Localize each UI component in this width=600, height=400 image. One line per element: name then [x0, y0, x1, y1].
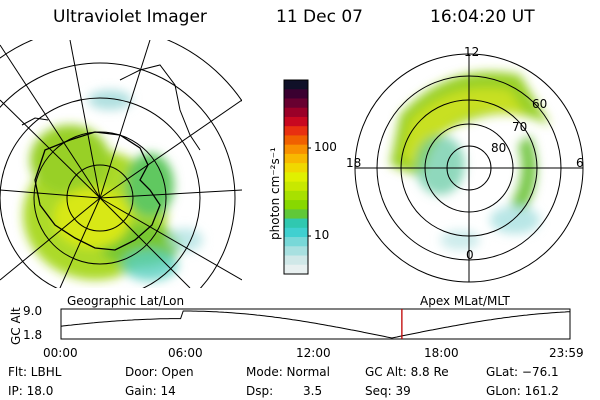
time-tick-1200: 12:00 [296, 346, 331, 360]
mlat-label-70: 70 [512, 120, 528, 134]
altitude-tick-9: 9.0 [23, 304, 43, 318]
lon-grid [0, 40, 242, 288]
left-panel-caption: Geographic Lat/Lon [67, 294, 185, 308]
colorbar-swatch [284, 246, 308, 257]
right-panel-caption: Apex MLat/MLT [420, 294, 510, 308]
colorbar-swatch [284, 80, 308, 90]
coastline [34, 131, 161, 251]
altitude-plot [60, 308, 571, 340]
filter-status: Flt: LBHL [8, 365, 62, 379]
colorbar-swatch [284, 163, 308, 173]
colorbar-swatch [284, 116, 308, 127]
colorbar-tick-100: 100 [314, 140, 337, 154]
mlt-label-18: 18 [346, 156, 362, 170]
mlt-label-0: 0 [466, 248, 474, 262]
time-tick-0600: 06:00 [168, 346, 203, 360]
coastline-2 [119, 64, 201, 151]
mlt-label-12: 12 [464, 45, 480, 59]
colorbar-swatch [284, 218, 308, 229]
colorbar-tick-10: 10 [314, 228, 330, 242]
colorbar-swatch [284, 89, 308, 100]
dsp-label: Dsp: [246, 384, 274, 398]
colorbar-swatch [284, 237, 308, 247]
colorbar-swatch [284, 255, 308, 266]
colorbar-swatch [284, 209, 308, 220]
colorbar-swatch [284, 181, 308, 192]
ip-status: IP: 18.0 [8, 384, 54, 398]
altitude-tick-1-8: 1.8 [23, 328, 43, 342]
mode-status: Mode: Normal [246, 365, 330, 379]
time-tick-0000: 00:00 [43, 346, 78, 360]
mlat-label-60: 60 [532, 97, 548, 111]
mlt-grid [355, 54, 583, 282]
mlat-label-80: 80 [491, 141, 507, 155]
time-tick-2359: 23:59 [549, 346, 584, 360]
glat-status: GLat: −76.1 [486, 365, 559, 379]
colorbar [283, 79, 311, 275]
observation-date: 11 Dec 07 [276, 7, 363, 27]
colorbar-swatch [284, 135, 308, 146]
time-tick-1800: 18:00 [424, 346, 459, 360]
aurora-emission [23, 90, 203, 281]
seq-status: Seq: 39 [365, 384, 411, 398]
colorbar-swatch [284, 153, 308, 164]
colorbar-swatch [284, 126, 308, 137]
coastline-3 [21, 117, 49, 126]
colorbar-swatch [284, 107, 308, 118]
colorbar-unit-label: photon cm⁻²s⁻¹ [268, 147, 282, 240]
lat-grid [0, 40, 242, 288]
colorbar-swatch [284, 200, 308, 210]
glon-status: GLon: 161.2 [486, 384, 559, 398]
colorbar-swatch [284, 98, 308, 109]
colorbar-swatch [284, 190, 308, 201]
gain-status: Gain: 14 [125, 384, 176, 398]
colorbar-swatch [284, 227, 308, 238]
mlt-label-6: 6 [576, 156, 584, 170]
colorbar-swatch [284, 264, 308, 275]
colorbar-swatch [284, 172, 308, 183]
colorbar-swatch [284, 144, 308, 155]
geographic-map [0, 40, 242, 288]
dsp-value: 3.5 [303, 384, 323, 398]
altitude-y-label: GC Alt [9, 307, 23, 345]
door-status: Door: Open [125, 365, 194, 379]
altitude-curve [60, 310, 571, 339]
instrument-title: Ultraviolet Imager [53, 7, 207, 27]
gc-alt-status: GC Alt: 8.8 Re [365, 365, 449, 379]
observation-time: 16:04:20 UT [430, 7, 535, 27]
magnetic-map [354, 53, 584, 283]
aurora-oval [390, 71, 550, 250]
